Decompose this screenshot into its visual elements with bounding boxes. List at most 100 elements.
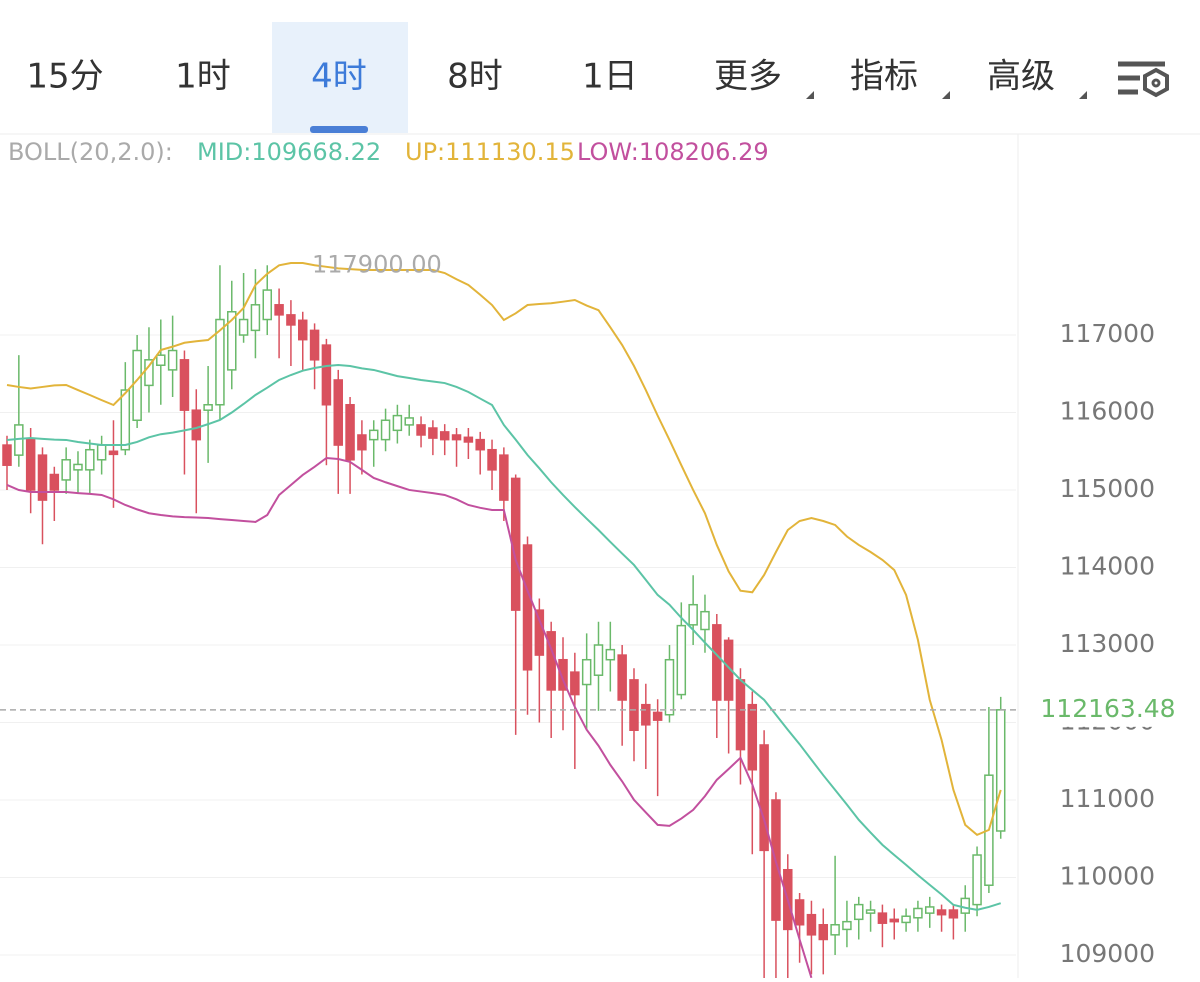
candle-body [818, 924, 829, 941]
candle-body [203, 404, 213, 411]
candle-body [522, 544, 533, 671]
candle-body [120, 389, 131, 451]
tab[interactable]: 15分 [26, 57, 103, 97]
candle-body [61, 459, 71, 481]
candle-body [475, 438, 485, 451]
candle-body [652, 711, 663, 721]
dropdown-arrow [942, 91, 950, 99]
candle-body [688, 603, 698, 626]
active-tab-indicator [310, 126, 368, 133]
candle-body [499, 454, 509, 501]
candle-body [936, 909, 947, 916]
indicator-label: BOLL(20,2.0): [8, 138, 173, 166]
candle-body [629, 679, 639, 731]
tab[interactable]: 更多 [714, 57, 782, 97]
legend-up: UP:111130.15 [405, 138, 575, 166]
band-line [6, 456, 813, 978]
candle-body [2, 444, 12, 466]
candle-body [794, 899, 805, 926]
candle-body [972, 854, 982, 906]
candle-body [191, 409, 202, 441]
candle-body [73, 463, 83, 471]
candle-body [924, 906, 935, 914]
candle-body [25, 438, 36, 491]
settings-icon[interactable] [1118, 61, 1169, 98]
candle-body [309, 329, 320, 361]
candle-body [593, 644, 604, 676]
candle-body [428, 427, 438, 439]
y-tick-label: 115000 [1060, 474, 1155, 503]
candle-body [144, 359, 154, 387]
candle-body [712, 624, 722, 701]
last-price-label: 112163.48 [1040, 694, 1175, 723]
candle-body [759, 744, 769, 852]
candle-body [865, 909, 876, 914]
high-label: 117900.00 [312, 250, 442, 278]
candle-body [463, 436, 474, 443]
candle-body [747, 703, 758, 771]
candle-body [37, 454, 48, 501]
candle-body [167, 349, 178, 371]
candle-body [439, 431, 450, 441]
candle-body [85, 448, 95, 471]
candle-body [558, 658, 568, 691]
candle-body [806, 913, 817, 936]
y-tick-label: 114000 [1060, 552, 1155, 581]
active-tab-bg [272, 22, 408, 133]
dropdown-arrow [806, 91, 814, 99]
candle-body [416, 424, 426, 436]
candle-body [854, 903, 864, 921]
candle-body [215, 318, 225, 406]
candle-body [357, 434, 367, 451]
y-tick-label: 111000 [1060, 784, 1155, 813]
candle-body [227, 311, 237, 371]
tab[interactable]: 1时 [175, 57, 231, 97]
candle-body [392, 414, 403, 432]
legend-low: LOW:108206.29 [577, 138, 769, 166]
candle-body [345, 404, 355, 461]
candle-body [321, 344, 332, 406]
candle-body [960, 897, 970, 914]
candle-body [889, 918, 899, 923]
candle-body [108, 450, 119, 456]
candle-body [664, 658, 675, 716]
candle-body [179, 359, 190, 411]
candle-body [723, 639, 734, 701]
candle-body [570, 671, 580, 696]
candle-body [132, 349, 142, 422]
candle-body [333, 379, 343, 446]
candle-body [948, 909, 959, 919]
candle-body [298, 319, 308, 341]
y-tick-label: 110000 [1060, 861, 1155, 890]
legend-mid: MID:109668.22 [197, 138, 381, 166]
candle-body [451, 434, 462, 441]
candle-body [605, 648, 616, 661]
tab-bar: 15分 1时 4时 8时 1日 更多 指标 高级 [26, 57, 1087, 99]
candle-body [676, 624, 687, 696]
last-price-bg [1030, 692, 1180, 727]
candle-body [96, 444, 107, 461]
candle-body [735, 679, 746, 751]
candle-body [901, 915, 911, 924]
tab[interactable]: 指标 [850, 57, 918, 97]
candle-body [404, 417, 414, 426]
candle-body [368, 429, 379, 441]
tab[interactable]: 8时 [447, 57, 503, 97]
y-tick-label: 113000 [1060, 629, 1155, 658]
band-line [6, 364, 1002, 911]
candle-body [49, 473, 60, 491]
tab[interactable]: 1日 [582, 57, 638, 97]
candle-body [842, 920, 852, 931]
candle-body [913, 907, 923, 919]
tab[interactable]: 4时 [311, 57, 367, 97]
candle-body [700, 610, 710, 631]
y-tick-label: 116000 [1060, 397, 1155, 426]
dropdown-arrow [1079, 91, 1087, 99]
candle-body [641, 703, 651, 726]
candle-body [534, 609, 545, 656]
candle-body [995, 709, 1006, 832]
tab[interactable]: 高级 [987, 57, 1055, 97]
candle-body [380, 419, 391, 441]
